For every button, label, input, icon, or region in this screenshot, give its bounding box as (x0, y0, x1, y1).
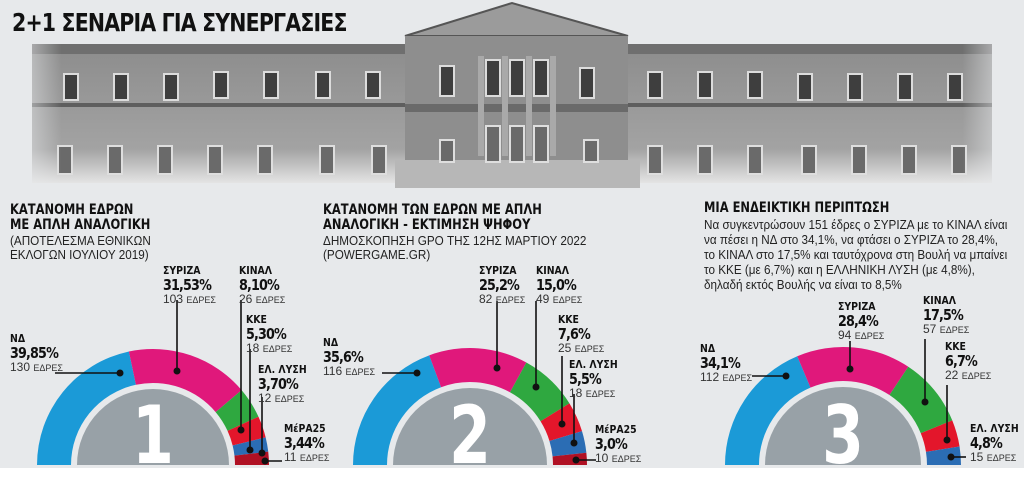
leader-dot (246, 446, 254, 454)
section-3-text-line-5: δηλαδή εκτός Βουλής να είναι το 8,5% (704, 277, 902, 292)
chart-2-label-nd: ΝΔ 35,6% 116 ΕΔΡΕΣ (323, 336, 376, 378)
leader-dot (782, 372, 790, 380)
scenario-number: 1 (132, 388, 174, 480)
chart-3-label-kke: ΚΚΕ 6,7% 22 ΕΔΡΕΣ (945, 340, 992, 382)
segment-kinal (889, 366, 953, 434)
chart-3-label-syriza: ΣΥΡΙΖΑ 28,4% 94 ΕΔΡΕΣ (838, 300, 885, 342)
chart-1-label-el-lysi: ΕΛ. ΛΥΣΗ 3,70% 12 ΕΔΡΕΣ (258, 363, 307, 405)
chart-1-label-syriza: ΣΥΡΙΖΑ 31,53% 103 ΕΔΡΕΣ (163, 264, 216, 306)
segment-syriza (429, 348, 527, 393)
leader-dot (943, 436, 951, 444)
section-1-title-line-2: ΜΕ ΑΠΛΗ ΑΝΑΛΟΓΙΚΗ (10, 217, 151, 233)
chart-2-label-syriza: ΣΥΡΙΖΑ 25,2% 82 ΕΔΡΕΣ (479, 264, 526, 306)
leader-dot (173, 367, 181, 375)
section-3-text-line-1: Να συγκεντρώσουν 151 έδρες ο ΣΥΡΙΖΑ με τ… (704, 217, 1008, 232)
leader-dot (261, 457, 269, 465)
half-donut-chart-2: 2 (353, 301, 596, 480)
leader-dot (258, 449, 266, 457)
chart-1-label-mera25: ΜέΡΑ25 3,44% 11 ΕΔΡΕΣ (284, 422, 330, 464)
leader-dot (493, 364, 501, 372)
section-1-subtitle-line-2: ΕΚΛΟΓΩΝ ΙΟΥΛΙΟΥ 2019) (10, 247, 149, 262)
chart-3-label-kinal: ΚΙΝΑΛ 17,5% 57 ΕΔΡΕΣ (923, 294, 970, 336)
half-donut-chart-3: 3 (725, 339, 966, 480)
chart-1-label-kinal: ΚΙΝΑΛ 8,10% 26 ΕΔΡΕΣ (239, 264, 286, 306)
page-title: 2+1 ΣΕΝΑΡΙΑ ΓΙΑ ΣΥΝΕΡΓΑΣΙΕΣ (12, 8, 348, 37)
center-disc (765, 387, 921, 465)
parliament-building-illustration (0, 0, 1024, 200)
chart-2-label-kke: ΚΚΕ 7,6% 25 ΕΔΡΕΣ (558, 313, 605, 355)
segment-kke (920, 420, 960, 452)
segment-nd (353, 355, 442, 465)
chart-1-label-kke: ΚΚΕ 5,30% 18 ΕΔΡΕΣ (246, 313, 293, 355)
chart-2-label-el-lysi: ΕΛ. ΛΥΣΗ 5,5% 18 ΕΔΡΕΣ (569, 358, 618, 400)
leader-dot (532, 383, 540, 391)
leader-dot (846, 365, 854, 373)
segment-kke (227, 416, 266, 446)
leader-dot (413, 369, 421, 377)
leader-dot (570, 439, 578, 447)
segment-el_lysi (549, 431, 587, 457)
leader-dot (921, 398, 929, 406)
segment-kinal (215, 390, 259, 431)
leader-dot (116, 369, 124, 377)
section-1-subtitle-line-1: (ΑΠΟΤΕΛΕΣΜΑ ΕΘΝΙΚΩΝ (10, 233, 151, 248)
section-2-subtitle-line-1: ΔΗΜΟΣΚΟΠΗΣΗ GPO ΤΗΣ 12ΗΣ ΜΑΡΤΙΟΥ 2022 (323, 233, 587, 248)
section-3-title: ΜΙΑ ΕΝΔΕΙΚΤΙΚΗ ΠΕΡΙΠΤΩΣΗ (704, 200, 890, 216)
half-donut-chart-1: 1 (37, 300, 282, 480)
segment-nd (37, 351, 136, 465)
chart-3-label-el-lysi: ΕΛ. ΛΥΣΗ 4,8% 15 ΕΔΡΕΣ (970, 422, 1019, 464)
section-3-text-line-2: να πέσει η ΝΔ στο 34,1%, να φτάσει ο ΣΥΡ… (704, 232, 999, 247)
leader-dot (558, 420, 566, 428)
chart-3-label-nd: ΝΔ 34,1% 112 ΕΔΡΕΣ (700, 342, 753, 384)
chart-2-label-kinal: ΚΙΝΑΛ 15,0% 49 ΕΔΡΕΣ (536, 264, 583, 306)
leader-dot (947, 453, 955, 461)
section-1-title-line-1: ΚΑΤΑΝΟΜΗ ΕΔΡΩΝ (10, 202, 134, 218)
center-disc (393, 388, 547, 465)
section-2-title-line-1: ΚΑΤΑΝΟΜΗ ΤΩΝ ΕΔΡΩΝ ΜΕ ΑΠΛΗ (323, 202, 542, 218)
chart-1-label-nd: ΝΔ 39,85% 130 ΕΔΡΕΣ (10, 332, 63, 374)
section-3-text-line-3: το ΚΙΝΑΛ στο 17,5% και ταυτόχρονα στη Βο… (704, 247, 1008, 262)
scenario-number: 2 (449, 388, 491, 480)
center-disc (77, 389, 229, 465)
section-3-text-line-4: το ΚΚΕ (με 6,7%) και η ΕΛΛΗΝΙΚΗ ΛΥΣΗ (με… (704, 262, 975, 277)
segment-syriza (128, 349, 242, 413)
segment-el_lysi (925, 446, 961, 465)
leader-dot (572, 456, 580, 464)
section-2-subtitle-line-2: (POWERGAME.GR) (323, 247, 431, 262)
chart-2-label-mera25: ΜέΡΑ25 3,0% 10 ΕΔΡΕΣ (595, 423, 642, 465)
segment-kinal (509, 362, 570, 422)
scenario-number: 3 (822, 388, 864, 480)
segment-nd (725, 356, 811, 465)
section-2-title-line-2: ΑΝΑΛΟΓΙΚΗ - ΕΚΤΙΜΗΣΗ ΨΗΦΟΥ (323, 217, 531, 233)
leader-dot (237, 426, 245, 434)
